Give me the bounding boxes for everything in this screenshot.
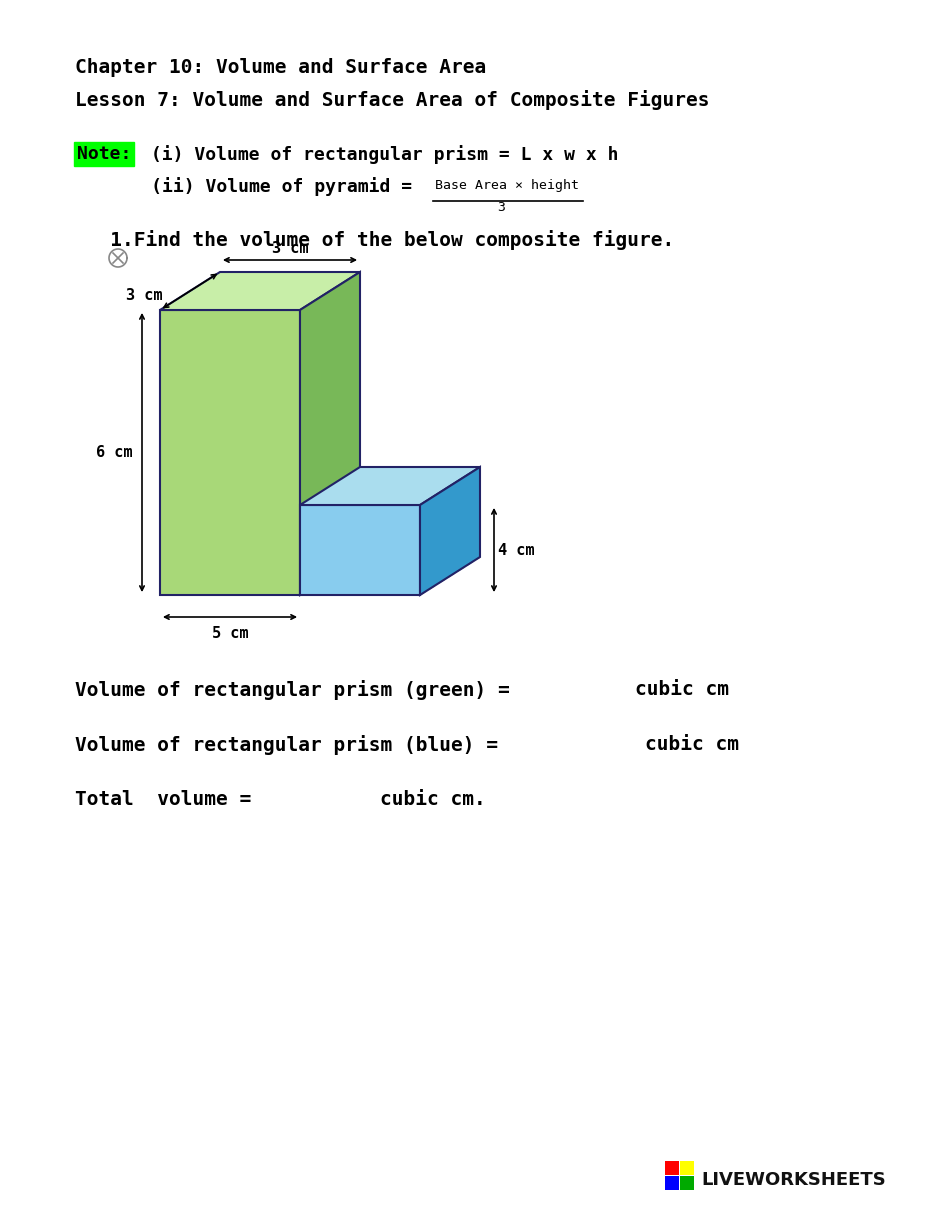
Text: 1.Find the volume of the below composite figure.: 1.Find the volume of the below composite… bbox=[75, 230, 674, 250]
Text: Chapter 10: Volume and Surface Area: Chapter 10: Volume and Surface Area bbox=[75, 58, 486, 77]
Text: 4 cm: 4 cm bbox=[498, 542, 534, 558]
Text: 3 cm: 3 cm bbox=[125, 288, 162, 303]
Text: 6 cm: 6 cm bbox=[96, 445, 132, 460]
Text: LIVEWORKSHEETS: LIVEWORKSHEETS bbox=[701, 1171, 885, 1189]
Text: cubic cm: cubic cm bbox=[645, 736, 739, 754]
Polygon shape bbox=[300, 505, 420, 595]
Polygon shape bbox=[160, 310, 300, 595]
Text: 3 cm: 3 cm bbox=[272, 240, 308, 255]
Bar bbox=[665, 1161, 679, 1175]
Text: Lesson 7: Volume and Surface Area of Composite Figures: Lesson 7: Volume and Surface Area of Com… bbox=[75, 89, 710, 110]
Text: (ii) Volume of pyramid =: (ii) Volume of pyramid = bbox=[75, 177, 423, 196]
Text: (i) Volume of rectangular prism = L x w x h: (i) Volume of rectangular prism = L x w … bbox=[140, 145, 618, 164]
Text: Total  volume =: Total volume = bbox=[75, 790, 251, 809]
Bar bbox=[680, 1176, 694, 1190]
Text: Note:: Note: bbox=[77, 145, 131, 163]
Polygon shape bbox=[160, 272, 360, 310]
Polygon shape bbox=[420, 467, 480, 595]
Polygon shape bbox=[300, 467, 480, 505]
Bar bbox=[680, 1161, 694, 1175]
FancyBboxPatch shape bbox=[74, 142, 134, 166]
Text: 3: 3 bbox=[497, 201, 505, 215]
Bar bbox=[665, 1176, 679, 1190]
Text: 5 cm: 5 cm bbox=[212, 625, 248, 640]
Text: cubic cm: cubic cm bbox=[635, 680, 729, 699]
Polygon shape bbox=[300, 272, 360, 595]
Text: Volume of rectangular prism (blue) =: Volume of rectangular prism (blue) = bbox=[75, 736, 498, 755]
Text: Base Area × height: Base Area × height bbox=[435, 179, 579, 192]
Text: cubic cm.: cubic cm. bbox=[380, 790, 485, 809]
Text: Volume of rectangular prism (green) =: Volume of rectangular prism (green) = bbox=[75, 680, 510, 700]
